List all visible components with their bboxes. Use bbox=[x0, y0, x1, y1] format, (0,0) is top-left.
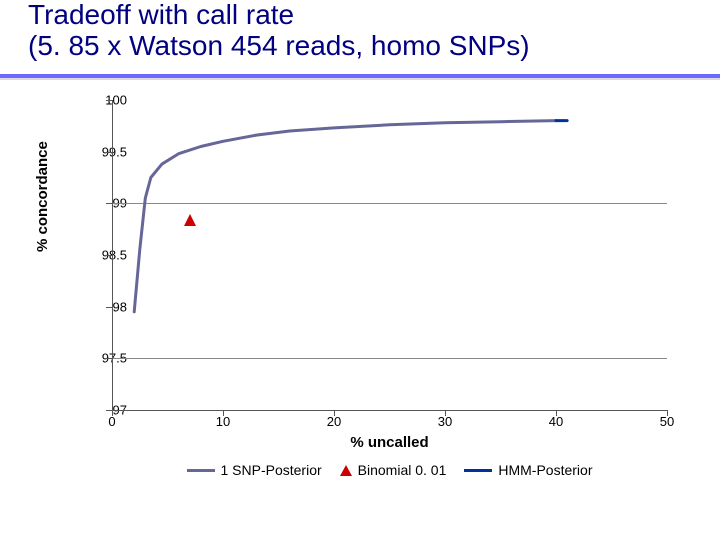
x-tick-label: 10 bbox=[216, 414, 230, 429]
legend-swatch-line bbox=[464, 469, 492, 472]
x-tick-label: 40 bbox=[549, 414, 563, 429]
legend-swatch-line bbox=[187, 469, 215, 472]
series-svg bbox=[112, 100, 667, 410]
slide-title: Tradeoff with call rate (5. 85 x Watson … bbox=[28, 0, 708, 62]
legend: 1 SNP-Posterior Binomial 0. 01 HMM-Poste… bbox=[112, 462, 667, 478]
legend-item-binomial: Binomial 0. 01 bbox=[340, 462, 447, 478]
series-line-1 SNP-Posterior bbox=[134, 121, 556, 312]
x-tick-label: 0 bbox=[108, 414, 115, 429]
legend-swatch-triangle bbox=[340, 465, 352, 476]
title-line-1: Tradeoff with call rate bbox=[28, 0, 294, 30]
legend-item-hmm: HMM-Posterior bbox=[464, 462, 592, 478]
series-marker-Binomial 0.01 bbox=[184, 214, 196, 226]
legend-label: HMM-Posterior bbox=[498, 462, 592, 478]
legend-label: Binomial 0. 01 bbox=[358, 462, 447, 478]
y-axis-label: % concordance bbox=[34, 141, 51, 252]
x-tick-label: 50 bbox=[660, 414, 674, 429]
concordance-chart: % concordance 9797.59898.59999.5100 0102… bbox=[40, 92, 690, 492]
x-tick-label: 20 bbox=[327, 414, 341, 429]
title-line-2: (5. 85 x Watson 454 reads, homo SNPs) bbox=[28, 30, 530, 61]
title-underline bbox=[0, 74, 720, 78]
x-tick-label: 30 bbox=[438, 414, 452, 429]
legend-item-1snp: 1 SNP-Posterior bbox=[187, 462, 322, 478]
legend-label: 1 SNP-Posterior bbox=[221, 462, 322, 478]
slide-root: Tradeoff with call rate (5. 85 x Watson … bbox=[0, 0, 720, 540]
x-axis-label: % uncalled bbox=[112, 434, 667, 451]
